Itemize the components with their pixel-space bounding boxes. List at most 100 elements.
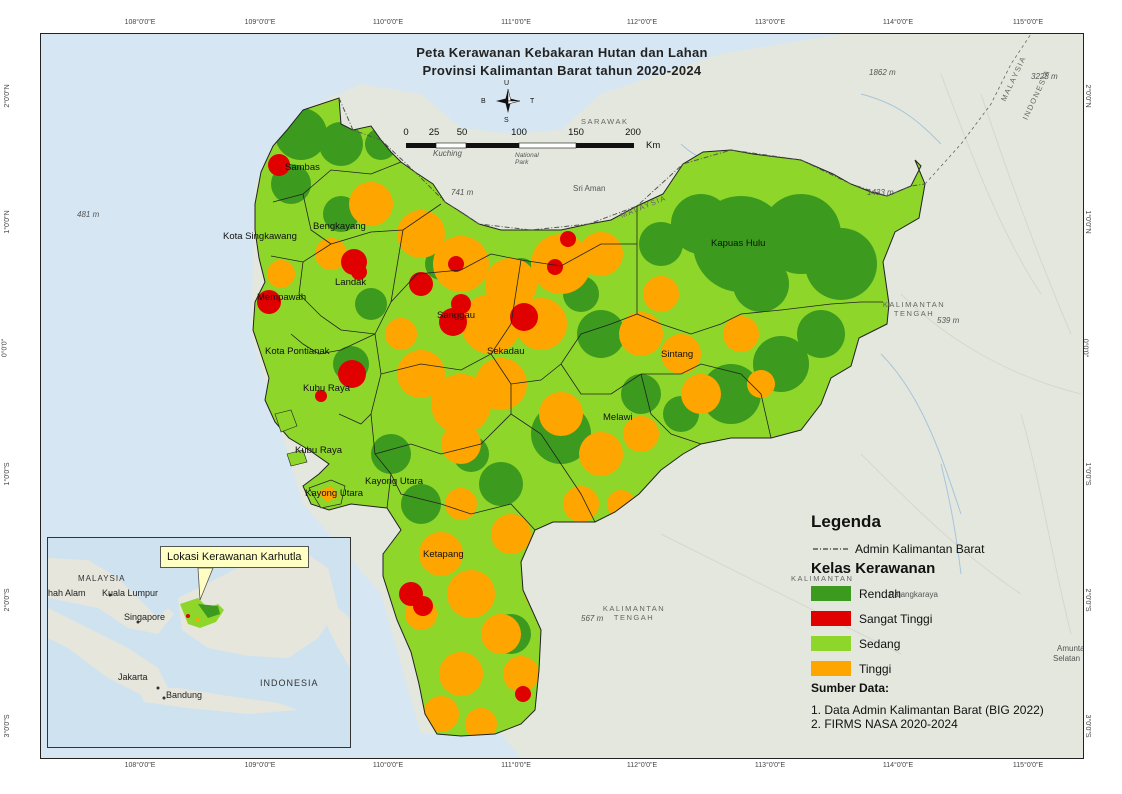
basemap-label-palangkaraya: Palangkaraya: [889, 590, 938, 599]
scale-label: 200: [625, 127, 641, 138]
graticule-top-label: 115°0'0"E: [1012, 19, 1044, 26]
hazard-zone: [338, 360, 366, 388]
hazard-zone: [623, 416, 659, 452]
region-label-mempawah: Mempawah: [257, 292, 307, 303]
graticule-right-label: 2°0'0"N: [1084, 84, 1092, 108]
hazard-zone: [268, 154, 290, 176]
scale-bar: [406, 142, 634, 149]
inset-java: [138, 688, 298, 714]
inset-canvas: [48, 538, 350, 747]
inset-label-singapore: Singapore: [124, 612, 166, 622]
legend-class-title: Kelas Kerawanan: [811, 560, 936, 577]
hazard-zone: [351, 264, 367, 280]
region-label-kapuas-hulu: Kapuas Hulu: [711, 238, 766, 249]
legend: Legenda Admin Kalimantan Barat Kelas Ker…: [811, 512, 1081, 731]
graticule-left-label: 3°0'0"S: [3, 714, 11, 738]
zones-tinggi: [267, 182, 775, 736]
region-label-bengkayang: Bengkayang: [313, 221, 366, 232]
hazard-zone: [257, 290, 281, 314]
hazard-zone: [681, 374, 721, 414]
inset-label-bandung: Bandung: [166, 690, 203, 700]
basemap-label-national-park: National Park: [515, 152, 539, 166]
legend-swatch: [811, 636, 851, 651]
legend-source-2: 2. FIRMS NASA 2020-2024: [811, 717, 958, 731]
legend-class-row: Sangat Tinggi: [811, 606, 1081, 631]
graticule-bottom-label: 114°0'0"E: [882, 762, 914, 769]
scale-label: 0: [403, 127, 409, 138]
hazard-zone: [371, 434, 411, 474]
region-label-sintang: Sintang: [661, 349, 694, 360]
basemap-elevation: 481 m: [77, 210, 100, 219]
hazard-zone: [563, 486, 599, 522]
region-label-landak: Landak: [335, 277, 367, 288]
hazard-zone: [510, 303, 538, 331]
legend-classes: Rendah Sangat Tinggi Sedang Tinggi: [811, 581, 1081, 681]
legend-class-label: Sedang: [859, 636, 901, 651]
basemap-label-selatan: Selatan: [1053, 654, 1081, 663]
legend-source-1: 1. Data Admin Kalimantan Barat (BIG 2022…: [811, 703, 1044, 717]
graticule-bottom-label: 109°0'0"E: [244, 762, 276, 769]
hazard-zone: [661, 334, 701, 374]
hazard-zone: [733, 256, 789, 312]
hazard-zone: [481, 614, 521, 654]
basemap-label-sri-aman: Sri Aman: [573, 184, 606, 193]
inset-kalbar-rendah: [198, 604, 220, 618]
north-arrow-s: S: [504, 117, 509, 124]
basemap-elevation: 539 m: [937, 316, 960, 325]
graticule-top-label: 110°0'0"E: [372, 19, 404, 26]
hazard-zone: [515, 686, 531, 702]
hazard-zone: [539, 392, 583, 436]
inset-label-jakarta: Jakarta: [118, 672, 148, 682]
graticule-right-label: 1°0'0"S: [1083, 462, 1091, 486]
hazard-zone: [797, 310, 845, 358]
map-title-line2: Provinsi Kalimantan Barat tahun 2020-202…: [422, 63, 702, 78]
legend-source-title: Sumber Data:: [811, 681, 890, 695]
graticule-bottom-label: 108°0'0"E: [124, 762, 156, 769]
graticule-left-label: 2°0'0"N: [4, 84, 12, 108]
hazard-zone: [579, 232, 623, 276]
region-label-sekadau: Sekadau: [487, 346, 525, 357]
graticule-bottom-label: 110°0'0"E: [372, 762, 404, 769]
hazard-zone: [503, 656, 539, 692]
scale-label: 100: [511, 127, 527, 138]
north-arrow-e: T: [530, 98, 535, 105]
inset-callout: Lokasi Kerawanan Karhutla: [160, 546, 309, 568]
graticule-top-label: 111°0'0"E: [501, 19, 531, 26]
graticule-left-label: 1°0'0"N: [4, 210, 12, 234]
legend-class-label: Sangat Tinggi: [859, 611, 933, 626]
graticule-top-label: 112°0'0"E: [626, 19, 658, 26]
legend-class-label: Tinggi: [859, 661, 892, 676]
region-label-kayong-utara-2: Kayong Utara: [305, 488, 364, 499]
hazard-zone: [805, 228, 877, 300]
inset-sumatra: [48, 608, 168, 698]
relief-shading: [660, 73, 1082, 655]
hazard-zone: [621, 374, 661, 414]
graticule-bottom-label: 113°0'0"E: [754, 762, 786, 769]
hazard-zone: [439, 652, 483, 696]
region-label-kubu-raya: Kubu Raya: [303, 383, 351, 394]
graticule-bottom-label: 112°0'0"E: [626, 762, 658, 769]
region-label-kota-pontianak: Kota Pontianak: [265, 346, 330, 357]
hazard-zone: [355, 288, 387, 320]
hazard-zone: [315, 390, 327, 402]
legend-class-row: Rendah: [811, 581, 1081, 606]
region-label-kayong-utara: Kayong Utara: [365, 476, 424, 487]
north-arrow-n: U: [504, 80, 510, 87]
inset-label-indonesia: INDONESIA: [260, 678, 319, 688]
hazard-zone: [747, 370, 775, 398]
hazard-zone: [385, 318, 417, 350]
map-frame: Peta Kerawanan Kebakaran Hutan dan Lahan…: [40, 33, 1084, 759]
legend-admin-row: Admin Kalimantan Barat: [811, 542, 1081, 556]
hazard-zone: [639, 222, 683, 266]
kayong-utara-islands: [274, 409, 346, 509]
basemap-label-amuntai: Amunta: [1057, 644, 1084, 653]
graticule-right-label: 1°0'0"N: [1084, 210, 1092, 234]
basemap-label-kalteng: KALIMANTAN TENGAH: [602, 604, 666, 622]
hazard-zone: [475, 358, 527, 410]
hazard-zone: [451, 294, 471, 314]
inset-borneo: [178, 548, 338, 658]
basemap-label-kalteng: KALIMANTAN TENGAH: [882, 300, 946, 318]
international-border-east: [924, 34, 1032, 185]
hazard-zone: [577, 310, 625, 358]
map-canvas: [41, 34, 1083, 758]
